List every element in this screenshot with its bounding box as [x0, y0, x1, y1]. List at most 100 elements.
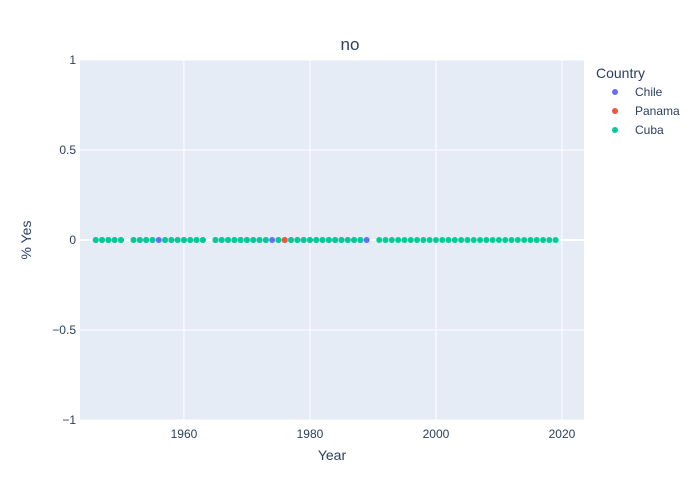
- data-point: [483, 237, 490, 243]
- data-point: [149, 237, 156, 243]
- data-point: [99, 237, 106, 243]
- data-point: [256, 237, 263, 243]
- data-points: [92, 237, 559, 243]
- data-point: [527, 237, 534, 243]
- data-point: [313, 237, 320, 243]
- data-point: [382, 237, 389, 243]
- data-point: [225, 237, 232, 243]
- y-tick-label: 0: [69, 233, 76, 247]
- data-point: [269, 237, 276, 243]
- legend-label: Cuba: [635, 123, 664, 137]
- y-tick-label: −1: [62, 413, 76, 427]
- data-point: [237, 237, 244, 243]
- y-axis-title: % Yes: [18, 221, 34, 260]
- data-point: [514, 237, 521, 243]
- data-point: [502, 237, 509, 243]
- data-point: [357, 237, 364, 243]
- x-axis-title: Year: [318, 447, 347, 463]
- data-point: [325, 237, 332, 243]
- data-point: [521, 237, 528, 243]
- data-point: [250, 237, 257, 243]
- legend-item-panama[interactable]: Panama: [612, 104, 680, 118]
- data-point: [243, 237, 250, 243]
- chart-title: no: [341, 35, 360, 54]
- data-point: [130, 237, 137, 243]
- legend-label: Panama: [635, 104, 680, 118]
- data-point: [218, 237, 225, 243]
- data-point: [174, 237, 181, 243]
- x-tick-label: 1960: [171, 427, 198, 441]
- legend: Country Chile Panama Cuba: [596, 65, 680, 137]
- data-point: [344, 237, 351, 243]
- data-point: [477, 237, 484, 243]
- data-point: [395, 237, 402, 243]
- x-axis-ticks: 1960 1980 2000 2020: [171, 427, 576, 441]
- data-point: [451, 237, 458, 243]
- data-point: [332, 237, 339, 243]
- x-tick-label: 2020: [549, 427, 576, 441]
- data-point: [306, 237, 313, 243]
- data-point: [275, 237, 282, 243]
- data-point: [180, 237, 187, 243]
- data-point: [168, 237, 175, 243]
- data-point: [338, 237, 345, 243]
- series-panama: [281, 237, 288, 243]
- legend-marker: [612, 108, 618, 114]
- legend-title: Country: [596, 65, 645, 81]
- data-point: [464, 237, 471, 243]
- y-tick-label: 0.5: [59, 143, 76, 157]
- data-point: [407, 237, 414, 243]
- data-point: [546, 237, 553, 243]
- y-tick-label: −0.5: [52, 323, 76, 337]
- data-point: [300, 237, 307, 243]
- data-point: [420, 237, 427, 243]
- data-point: [489, 237, 496, 243]
- data-point: [187, 237, 194, 243]
- data-point: [401, 237, 408, 243]
- data-point: [288, 237, 295, 243]
- data-point: [540, 237, 547, 243]
- data-point: [495, 237, 502, 243]
- data-point: [212, 237, 219, 243]
- data-point: [432, 237, 439, 243]
- y-axis-ticks: 1 0.5 0 −0.5 −1: [52, 53, 76, 427]
- data-point: [363, 237, 370, 243]
- data-point: [508, 237, 515, 243]
- data-point: [117, 237, 124, 243]
- data-point: [533, 237, 540, 243]
- data-point: [351, 237, 358, 243]
- data-point: [155, 237, 162, 243]
- data-point: [426, 237, 433, 243]
- data-point: [294, 237, 301, 243]
- data-point: [92, 237, 99, 243]
- data-point: [105, 237, 112, 243]
- data-point: [439, 237, 446, 243]
- legend-marker: [612, 89, 618, 95]
- data-point: [319, 237, 326, 243]
- data-point: [445, 237, 452, 243]
- x-tick-label: 2000: [423, 427, 450, 441]
- legend-item-chile[interactable]: Chile: [612, 85, 663, 99]
- series-cuba: [92, 237, 559, 243]
- data-point: [262, 237, 269, 243]
- y-tick-label: 1: [69, 53, 76, 67]
- data-point: [193, 237, 200, 243]
- data-point: [143, 237, 150, 243]
- data-point: [470, 237, 477, 243]
- x-tick-label: 1980: [297, 427, 324, 441]
- data-point: [199, 237, 206, 243]
- data-point: [111, 237, 118, 243]
- legend-marker: [612, 127, 618, 133]
- data-point: [231, 237, 238, 243]
- data-point: [376, 237, 383, 243]
- data-point: [136, 237, 143, 243]
- legend-label: Chile: [635, 85, 663, 99]
- legend-items: Chile Panama Cuba: [612, 85, 680, 137]
- legend-item-cuba[interactable]: Cuba: [612, 123, 664, 137]
- data-point: [281, 237, 288, 243]
- data-point: [458, 237, 465, 243]
- data-point: [414, 237, 421, 243]
- data-point: [388, 237, 395, 243]
- data-point: [552, 237, 559, 243]
